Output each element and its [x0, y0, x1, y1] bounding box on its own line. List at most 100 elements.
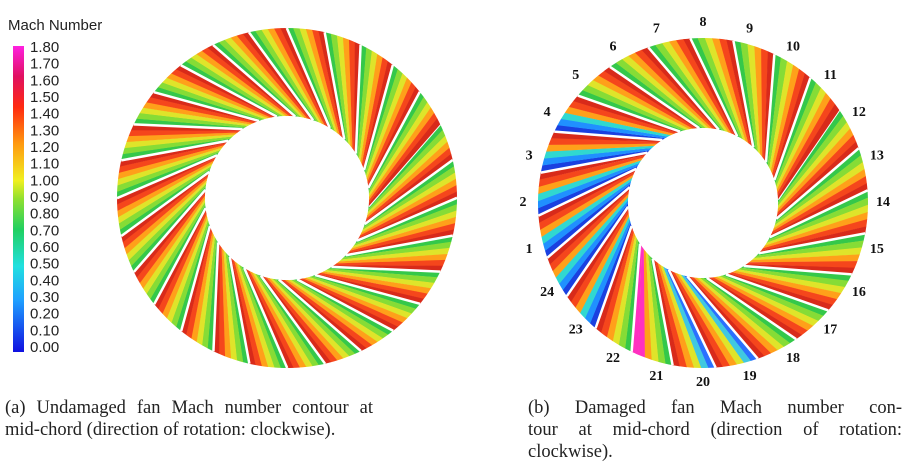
legend-label: 0.10 — [30, 322, 59, 339]
flow-region — [317, 272, 428, 300]
flow-region — [693, 277, 778, 354]
flow-region — [703, 277, 797, 344]
flow-region — [162, 214, 208, 319]
flow-region — [118, 142, 227, 173]
legend-label: 0.30 — [30, 289, 59, 306]
flow-region — [677, 273, 744, 365]
flow-region — [777, 109, 844, 203]
flow-region — [643, 248, 652, 360]
blade — [775, 147, 860, 220]
blade — [116, 154, 218, 200]
flow-region — [568, 100, 678, 134]
flow-region — [541, 177, 633, 244]
flow-region — [662, 266, 709, 369]
flow-region — [606, 232, 636, 342]
flow-region — [683, 38, 738, 137]
blade — [565, 206, 630, 297]
flow-region — [254, 273, 319, 367]
flow-region — [323, 270, 435, 289]
flow-region — [128, 183, 207, 267]
flow-region — [657, 262, 695, 368]
flow-region — [559, 200, 629, 291]
flow-region — [634, 49, 716, 130]
flow-region — [765, 54, 782, 166]
flow-region — [609, 62, 703, 129]
flow-region — [229, 256, 256, 366]
flow-region — [751, 247, 862, 261]
blade-label: 7 — [653, 21, 660, 36]
flow-region — [544, 145, 655, 159]
flow-region — [368, 96, 428, 195]
flow-region — [557, 118, 669, 139]
blade-label: 3 — [526, 149, 533, 164]
flow-region — [655, 260, 687, 368]
flow-region — [584, 219, 631, 324]
legend-label: 1.40 — [30, 106, 59, 123]
flow-region — [367, 129, 446, 213]
flow-region — [238, 264, 281, 368]
disk-damaged — [537, 37, 869, 369]
flow-region — [700, 277, 791, 347]
flow-region — [117, 149, 221, 192]
flow-region — [146, 96, 257, 124]
flow-region — [201, 237, 217, 349]
blade — [577, 94, 681, 133]
blade — [331, 265, 441, 273]
flow-region — [196, 234, 215, 346]
legend-label: 0.40 — [30, 272, 59, 289]
blade — [259, 274, 327, 365]
flow-region — [674, 272, 737, 366]
flow-region — [117, 155, 218, 205]
flow-region — [538, 168, 637, 223]
flow-region — [320, 271, 432, 294]
flow-region — [336, 253, 448, 264]
flow-region — [537, 162, 640, 209]
flow-region — [365, 69, 403, 176]
flow-region — [341, 241, 452, 260]
flow-region — [261, 29, 322, 124]
flow-region — [230, 35, 308, 119]
flow-region — [133, 118, 246, 130]
blade — [609, 65, 700, 130]
flow-region — [540, 174, 634, 237]
flow-region — [552, 193, 629, 278]
flow-region — [146, 201, 206, 300]
flow-region — [180, 61, 281, 117]
flow-region — [772, 169, 866, 232]
flow-region — [562, 203, 629, 297]
flow-region — [622, 55, 710, 129]
flow-region — [570, 209, 629, 308]
flow-region — [139, 107, 251, 126]
flow-region — [545, 183, 631, 258]
flow-region — [716, 276, 819, 327]
flow-region — [732, 270, 842, 300]
flow-region — [122, 136, 233, 155]
flow-region — [728, 272, 838, 306]
flow-region — [676, 39, 735, 135]
flow-region — [368, 91, 424, 192]
flow-region — [225, 252, 244, 363]
flow-region — [213, 42, 299, 117]
flow-region — [669, 40, 732, 134]
flow-region — [726, 39, 754, 148]
flow-region — [761, 48, 769, 160]
blade — [647, 46, 720, 131]
flow-region — [364, 64, 398, 174]
flow-region — [136, 192, 206, 284]
flow-region — [118, 145, 225, 180]
blade — [764, 54, 776, 163]
flow-region — [777, 103, 840, 200]
flow-region — [747, 44, 761, 155]
flow-region — [690, 276, 772, 357]
blade-label: 11 — [824, 68, 837, 83]
blade — [212, 43, 297, 118]
flow-region — [185, 57, 284, 117]
flow-region — [579, 216, 630, 319]
legend-label: 1.80 — [30, 39, 59, 56]
flow-region — [734, 269, 845, 294]
flow-region — [668, 269, 723, 368]
flow-region — [357, 47, 373, 159]
blade — [594, 225, 633, 329]
blade — [323, 31, 346, 140]
